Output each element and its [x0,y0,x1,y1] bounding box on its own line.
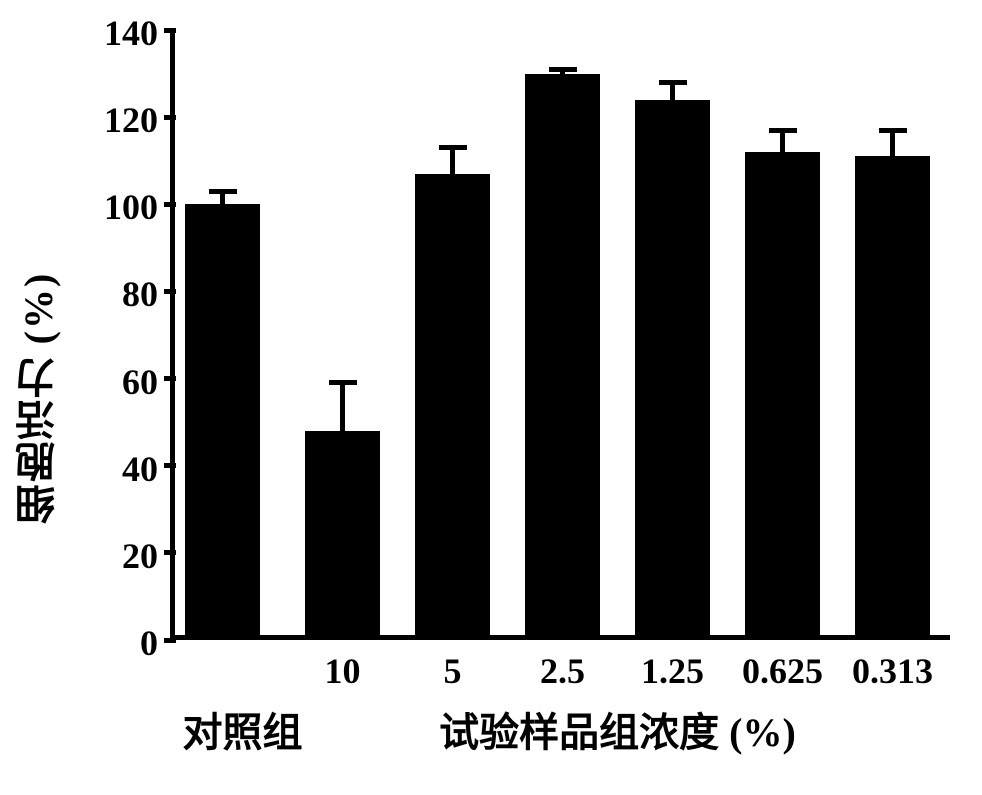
x-tick-label: 2.5 [540,650,585,692]
x-tick-label: 10 [325,650,361,692]
x-tick-label: 1.25 [641,650,704,692]
errorbar-stem [340,383,345,431]
y-tick-label: 20 [122,535,158,577]
y-tick-label: 80 [122,273,158,315]
y-tick-mark [164,463,176,468]
bar-c0_625 [745,152,820,640]
y-tick-mark [164,28,176,33]
errorbar-cap [549,67,577,72]
y-tick-mark [164,289,176,294]
bar-c0_313 [855,156,930,640]
y-tick-mark [164,550,176,555]
bar-c2_5 [525,74,600,640]
x-tick-label: 0.625 [742,650,823,692]
x-tick-label: 0.313 [852,650,933,692]
y-axis-label: 细胞活力 (%) [10,271,68,524]
y-tick-mark [164,638,176,643]
errorbar-cap [879,128,907,133]
errorbar-stem [890,130,895,156]
errorbar-stem [780,130,785,152]
y-tick-mark [164,202,176,207]
errorbar-stem [450,148,455,174]
bar-c5 [415,174,490,640]
bar-c1_25 [635,100,710,640]
y-axis-line [170,30,175,640]
errorbar-cap [659,80,687,85]
x-axis-label-groups: 试验样品组浓度 (%) [439,700,796,758]
y-tick-mark [164,115,176,120]
x-axis-label-control: 对照组 [183,700,303,758]
errorbar-cap [329,380,357,385]
y-tick-label: 60 [122,361,158,403]
errorbar-cap [769,128,797,133]
y-tick-label: 120 [104,99,158,141]
y-tick-label: 140 [104,12,158,54]
bar-control [185,204,260,640]
x-tick-label: 5 [444,650,462,692]
y-tick-label: 100 [104,186,158,228]
bar-c10 [305,431,380,640]
plot-area [170,30,950,640]
y-tick-label: 40 [122,448,158,490]
errorbar-stem [670,82,675,99]
chart-container: 细胞活力 (%) 对照组 试验样品组浓度 (%) 0 20 40 60 80 100 120… [0,0,982,795]
y-tick-mark [164,376,176,381]
y-tick-label: 0 [140,622,158,664]
errorbar-cap [209,189,237,194]
errorbar-cap [439,145,467,150]
